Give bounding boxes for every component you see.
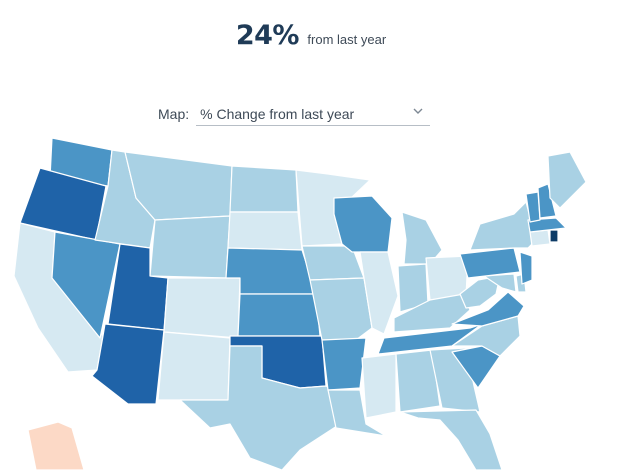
state-wi[interactable] — [333, 195, 393, 253]
state-ky[interactable] — [393, 293, 471, 333]
state-pa[interactable] — [459, 247, 521, 279]
state-ct[interactable] — [529, 229, 551, 247]
state-az[interactable] — [91, 323, 165, 405]
state-wy[interactable] — [149, 215, 231, 279]
state-ma[interactable] — [527, 217, 567, 233]
state-la[interactable] — [327, 389, 387, 437]
state-ne[interactable] — [225, 247, 317, 295]
state-al[interactable] — [395, 349, 441, 413]
state-wv[interactable] — [459, 275, 501, 309]
state-mo[interactable] — [309, 277, 373, 341]
map-selector: Map: % Change from last year — [158, 102, 431, 126]
state-ri[interactable] — [549, 229, 559, 243]
state-ny[interactable] — [469, 201, 537, 251]
state-vt[interactable] — [525, 191, 541, 223]
state-nj[interactable] — [519, 251, 533, 285]
chevron-down-icon — [413, 108, 423, 114]
state-ar[interactable] — [321, 337, 367, 391]
state-fl[interactable] — [399, 409, 503, 470]
state-nh[interactable] — [537, 183, 557, 219]
state-ks[interactable] — [237, 293, 321, 337]
state-tn[interactable] — [377, 323, 483, 355]
stat-value: 24% — [235, 20, 300, 51]
map-type-dropdown[interactable]: % Change from last year — [196, 102, 431, 126]
stat-header: 24% from last year — [0, 20, 622, 51]
state-va[interactable] — [451, 291, 525, 327]
state-tx[interactable] — [179, 345, 341, 470]
state-nd[interactable] — [229, 165, 299, 213]
state-sd[interactable] — [227, 211, 303, 251]
map-type-selected: % Change from last year — [200, 106, 355, 122]
state-md[interactable] — [483, 273, 517, 293]
us-choropleth-map — [13, 137, 587, 470]
map-selector-label: Map: — [158, 106, 190, 122]
state-me[interactable] — [547, 151, 587, 209]
state-nm[interactable] — [157, 331, 231, 401]
stat-caption: from last year — [307, 32, 387, 47]
state-mi[interactable] — [401, 211, 443, 265]
state-ak[interactable] — [27, 421, 85, 470]
state-ms[interactable] — [361, 353, 397, 419]
state-co[interactable] — [163, 277, 241, 339]
state-il[interactable] — [359, 251, 399, 335]
